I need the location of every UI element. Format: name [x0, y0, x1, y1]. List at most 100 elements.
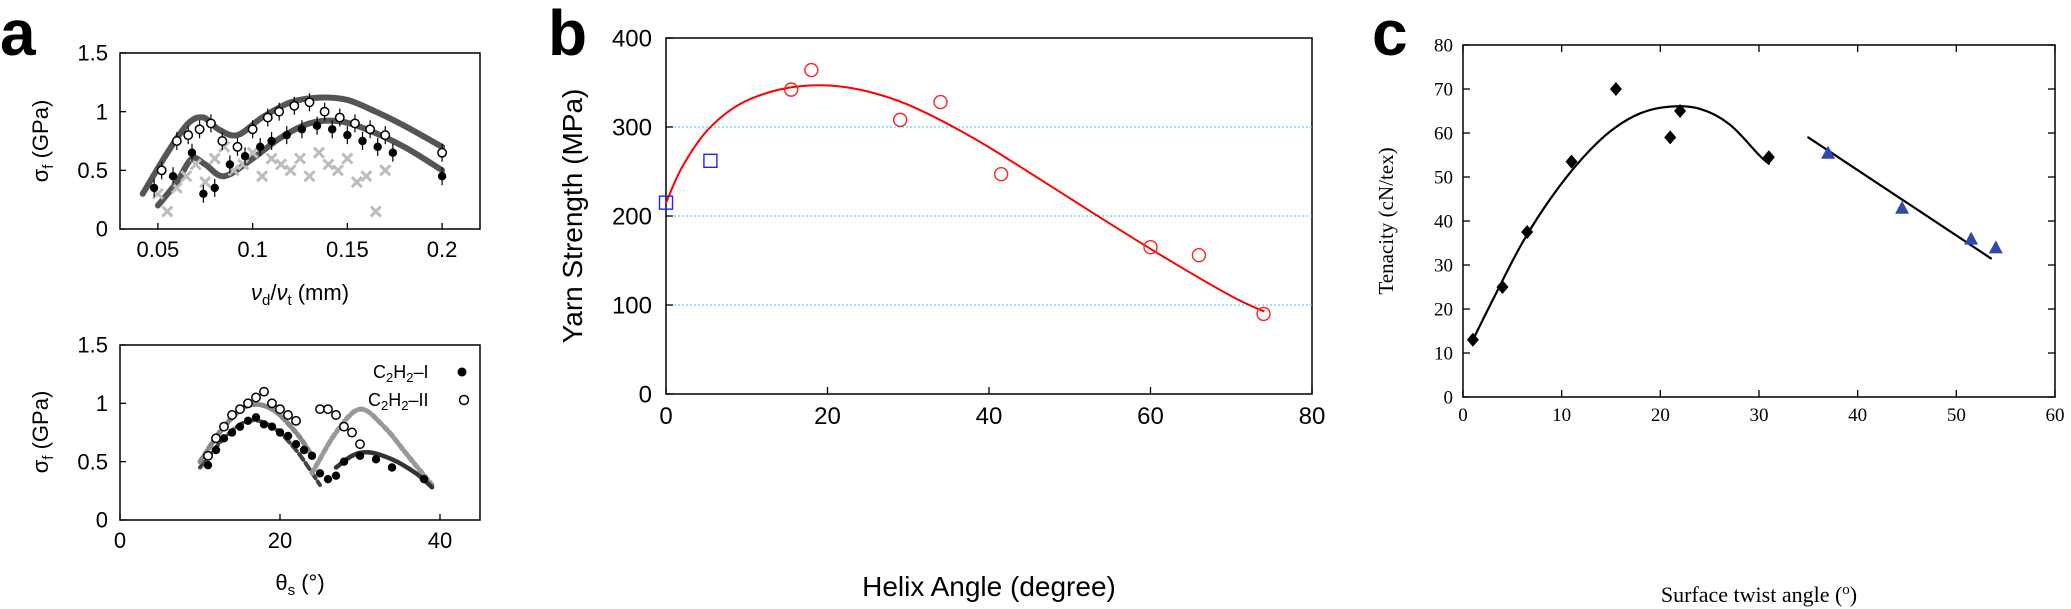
- x-tick-label: 0.05: [136, 237, 179, 262]
- fit-curve: [1807, 136, 1992, 260]
- data-point-diamond: [1496, 280, 1509, 294]
- y-tick-label: 400: [612, 25, 652, 52]
- y-axis-label: σf (GPa): [28, 100, 57, 183]
- y-tick-label: 10: [1434, 344, 1453, 365]
- legend-label-c2h2-i: C2H2–I: [373, 362, 428, 385]
- data-point-filled: [307, 451, 317, 461]
- data-point-open: [211, 433, 221, 444]
- data-point-filled: [259, 420, 269, 429]
- fit-curve: [665, 84, 1265, 313]
- fit-curve: [139, 94, 446, 197]
- fit-curve: [1471, 105, 1770, 341]
- y-axis-label: Yarn Strength (MPa): [557, 89, 588, 344]
- data-point-red-circle: [993, 166, 1009, 182]
- data-point-open: [217, 136, 228, 146]
- data-point-filled: [149, 183, 159, 193]
- data-point-cross: [312, 146, 326, 159]
- y-axis-label: Tenacity (cN/tex): [1374, 147, 1398, 294]
- x-tick-label: 20: [1651, 405, 1670, 426]
- data-point-open: [156, 165, 167, 176]
- data-point-filled: [275, 428, 285, 437]
- data-point-filled: [187, 148, 197, 157]
- data-point-open: [275, 404, 285, 415]
- y-tick-label: 0: [96, 508, 108, 533]
- x-axis-label: Helix Angle (degree): [862, 571, 1116, 602]
- x-tick-label: 0.2: [427, 237, 458, 262]
- data-point-open: [339, 421, 349, 432]
- data-point-triangle: [1821, 145, 1836, 159]
- data-point-filled: [219, 434, 229, 443]
- panel-label-b: b: [548, 0, 587, 69]
- data-point-open: [183, 130, 194, 141]
- data-point-filled: [251, 413, 261, 422]
- data-point-open: [380, 130, 391, 141]
- data-point-diamond: [1674, 104, 1687, 118]
- y-tick-label: 20: [1434, 300, 1453, 321]
- fit-curve: [309, 406, 435, 488]
- y-axis-label: σf (GPa): [28, 391, 57, 474]
- x-tick-label: 0: [1458, 405, 1468, 426]
- data-point-filled: [283, 431, 293, 441]
- data-point-open: [304, 97, 315, 108]
- x-tick-label: 30: [1750, 405, 1769, 426]
- data-point-open: [205, 118, 216, 129]
- data-point-filled: [388, 148, 398, 157]
- y-tick-label: 50: [1434, 168, 1453, 189]
- x-tick-label: 10: [1552, 405, 1571, 426]
- data-point-cross: [369, 205, 382, 218]
- data-point-open: [331, 410, 341, 420]
- data-point-red-circle: [892, 112, 908, 128]
- data-point-filled: [210, 183, 219, 193]
- data-point-open: [289, 100, 300, 111]
- data-point-filled: [373, 142, 382, 152]
- data-point-cross: [237, 158, 250, 171]
- data-point-open: [251, 392, 261, 403]
- data-point-open: [291, 415, 301, 426]
- legend-marker-filled: [457, 367, 467, 377]
- data-point-open: [355, 439, 365, 450]
- data-point-filled: [291, 439, 301, 449]
- data-point-cross: [379, 164, 392, 177]
- y-tick-label: 100: [612, 292, 652, 319]
- data-point-filled: [225, 160, 235, 169]
- data-point-diamond: [1664, 130, 1677, 145]
- data-point-open: [232, 141, 243, 152]
- y-tick-label: 1: [96, 391, 108, 416]
- data-point-filled: [168, 172, 178, 181]
- data-point-open: [334, 112, 345, 123]
- data-point-open: [274, 106, 285, 117]
- x-tick-label: 40: [976, 403, 1003, 430]
- data-point-cross: [331, 164, 344, 177]
- y-tick-label: 200: [612, 203, 652, 230]
- data-point-cross: [246, 146, 259, 159]
- data-point-filled: [331, 471, 341, 480]
- y-tick-label: 1.5: [77, 333, 108, 358]
- data-point-cross: [180, 170, 193, 183]
- data-point-open: [262, 112, 273, 123]
- y-tick-label: 30: [1434, 256, 1453, 277]
- data-point-filled: [355, 451, 365, 461]
- data-point-filled: [299, 445, 309, 455]
- x-tick-label: 60: [1137, 403, 1164, 430]
- data-point-filled: [371, 455, 381, 464]
- data-point-open: [349, 118, 360, 129]
- data-point-red-circle: [1143, 239, 1158, 255]
- data-point-filled: [203, 460, 213, 470]
- data-point-triangle: [1988, 240, 2003, 254]
- data-point-filled: [199, 189, 208, 198]
- x-tick-label: 80: [1299, 403, 1326, 430]
- data-point-cross: [274, 158, 288, 171]
- data-point-open: [227, 410, 237, 420]
- y-tick-label: 300: [612, 114, 652, 141]
- data-point-triangle: [1964, 231, 1979, 245]
- data-point-cross: [350, 176, 363, 189]
- data-point-open: [243, 398, 253, 409]
- data-point-red-circle: [933, 94, 948, 110]
- data-point-open: [347, 427, 357, 438]
- x-tick-label: 0: [114, 528, 126, 553]
- y-tick-label: 40: [1434, 212, 1453, 233]
- y-tick-label: 0: [639, 381, 652, 408]
- chart-a-top: 0.05 0.1 0.15 0.2 0 0.5 1 1.5 νd/νt (mm) σf (GP…: [28, 41, 481, 309]
- data-point-cross: [341, 152, 354, 165]
- data-point-triangle: [1895, 200, 1910, 214]
